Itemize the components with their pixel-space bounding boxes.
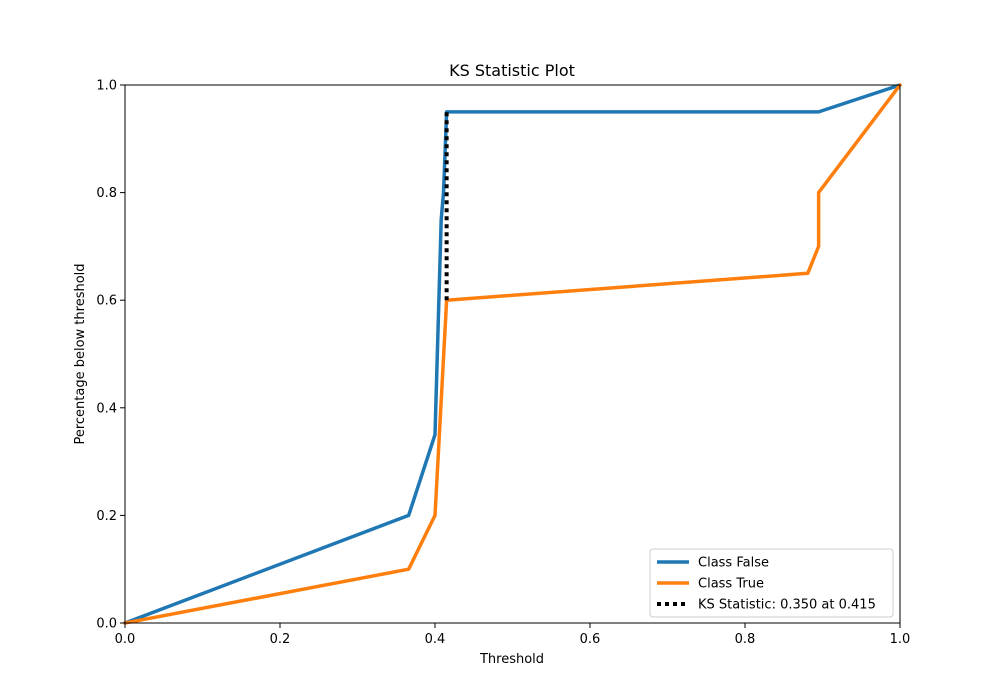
chart-title: KS Statistic Plot bbox=[449, 61, 575, 80]
y-tick-label: 0.2 bbox=[96, 509, 117, 524]
y-tick-label: 0.6 bbox=[96, 294, 117, 309]
x-tick-label: 0.2 bbox=[270, 632, 291, 647]
legend-label: Class False bbox=[698, 556, 769, 571]
plot-frame bbox=[124, 84, 901, 624]
plot-lines bbox=[123, 83, 902, 625]
x-axis-ticks: 0.0 0.2 0.4 0.6 0.8 1.0 bbox=[115, 623, 911, 647]
legend-box bbox=[649, 548, 894, 618]
legend-label: Class True bbox=[698, 577, 764, 592]
x-tick-label: 0.6 bbox=[580, 632, 601, 647]
legend: Class False Class True KS Statistic: 0.350… bbox=[649, 548, 894, 618]
series-line-class-false bbox=[123, 83, 902, 625]
x-axis-label: Threshold bbox=[479, 652, 544, 667]
y-axis-label: Percentage below threshold bbox=[73, 263, 88, 444]
y-tick-label: 1.0 bbox=[96, 79, 117, 94]
legend-label: KS Statistic: 0.350 at 0.415 bbox=[698, 598, 876, 613]
y-tick-label: 0.4 bbox=[96, 401, 117, 416]
y-tick-label: 0.0 bbox=[96, 617, 117, 632]
x-tick-label: 1.0 bbox=[890, 632, 911, 647]
series-line-class-true bbox=[123, 83, 902, 625]
y-tick-label: 0.8 bbox=[96, 186, 117, 201]
x-tick-label: 0.4 bbox=[425, 632, 446, 647]
x-tick-label: 0.8 bbox=[735, 632, 756, 647]
y-axis-ticks: 0.0 0.2 0.4 0.6 0.8 1.0 bbox=[96, 79, 125, 632]
x-tick-label: 0.0 bbox=[115, 632, 136, 647]
